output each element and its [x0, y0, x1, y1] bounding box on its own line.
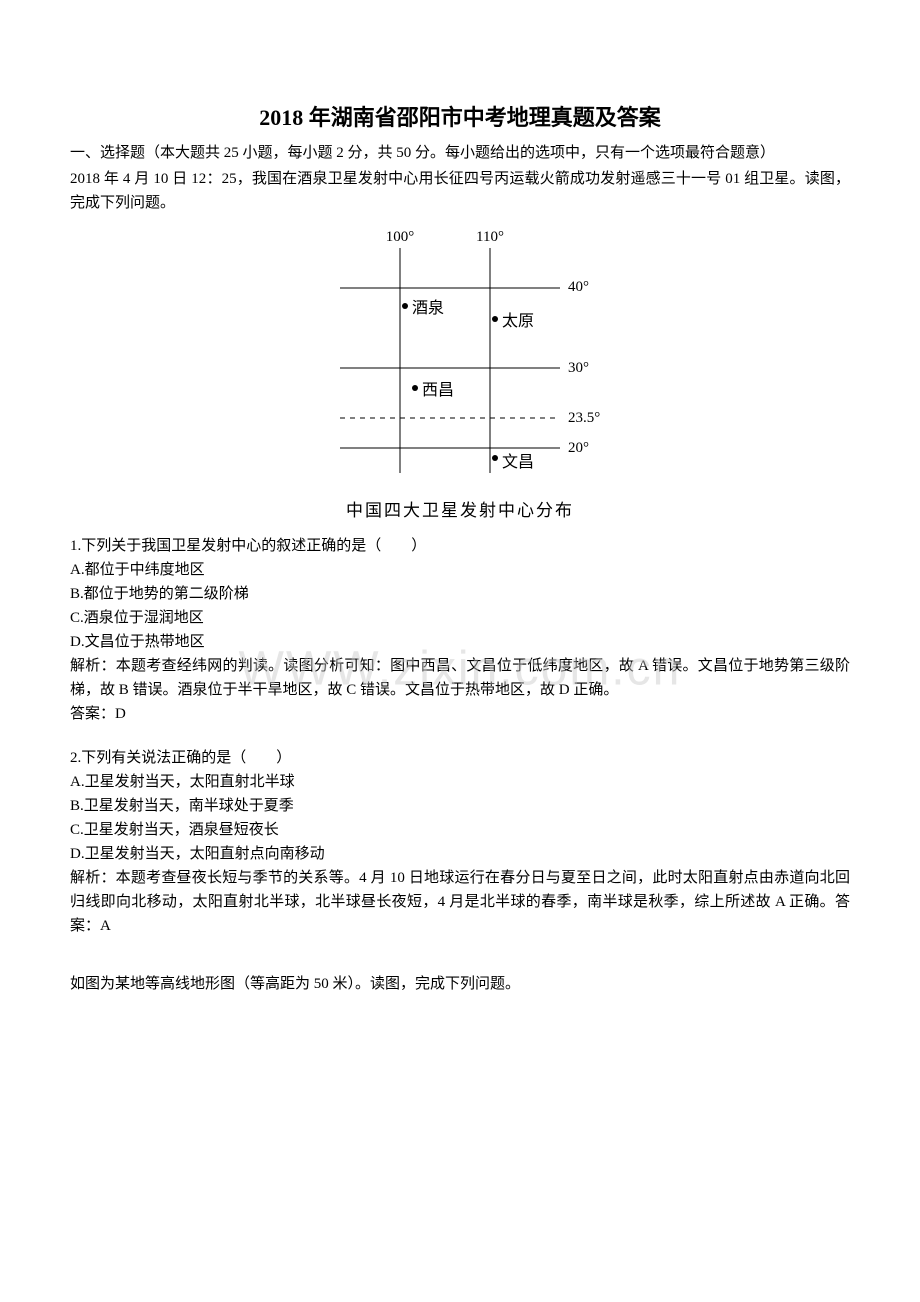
- q2-opt-a: A.卫星发射当天，太阳直射北半球: [70, 770, 850, 794]
- diagram-caption: 中国四大卫星发射中心分布: [70, 497, 850, 524]
- q2-opt-d: D.卫星发射当天，太阳直射点向南移动: [70, 842, 850, 866]
- q1-explain: 解析：本题考查经纬网的判读。读图分析可知：图中西昌、文昌位于低纬度地区，故 A …: [70, 654, 850, 702]
- q1-opt-b: B.都位于地势的第二级阶梯: [70, 582, 850, 606]
- site-wenchang: 文昌: [502, 453, 534, 471]
- lon-label-100: 100°: [386, 229, 415, 245]
- q1-stem: 1.下列关于我国卫星发射中心的叙述正确的是（ ）: [70, 534, 850, 558]
- map-diagram: 100° 110° 40° 30° 23.5° 20° 酒泉 太原 西昌 文昌: [70, 223, 850, 491]
- section-heading: 一、选择题（本大题共 25 小题，每小题 2 分，共 50 分。每小题给出的选项…: [70, 141, 850, 165]
- lon-label-110: 110°: [476, 229, 504, 245]
- page-title: 2018 年湖南省邵阳市中考地理真题及答案: [70, 100, 850, 135]
- q1-answer: 答案：D: [70, 702, 850, 726]
- site-xichang: 西昌: [422, 382, 454, 399]
- q1-opt-d: D.文昌位于热带地区: [70, 630, 850, 654]
- lat-label-30: 30°: [568, 360, 589, 376]
- q2-stem: 2.下列有关说法正确的是（ ）: [70, 746, 850, 770]
- q2-explain: 解析：本题考查昼夜长短与季节的关系等。4 月 10 日地球运行在春分日与夏至日之…: [70, 866, 850, 938]
- passage-intro: 2018 年 4 月 10 日 12：25，我国在酒泉卫星发射中心用长征四号丙运…: [70, 167, 850, 215]
- site-taiyuan: 太原: [502, 312, 534, 330]
- lat-label-40: 40°: [568, 279, 589, 295]
- lat-label-235: 23.5°: [568, 410, 600, 426]
- lat-label-20: 20°: [568, 440, 589, 456]
- site-jiuquan: 酒泉: [412, 299, 444, 317]
- passage2-intro: 如图为某地等高线地形图（等高距为 50 米）。读图，完成下列问题。: [70, 972, 850, 996]
- q2-opt-b: B.卫星发射当天，南半球处于夏季: [70, 794, 850, 818]
- q2-opt-c: C.卫星发射当天，酒泉昼短夜长: [70, 818, 850, 842]
- q1-opt-c: C.酒泉位于湿润地区: [70, 606, 850, 630]
- q1-opt-a: A.都位于中纬度地区: [70, 558, 850, 582]
